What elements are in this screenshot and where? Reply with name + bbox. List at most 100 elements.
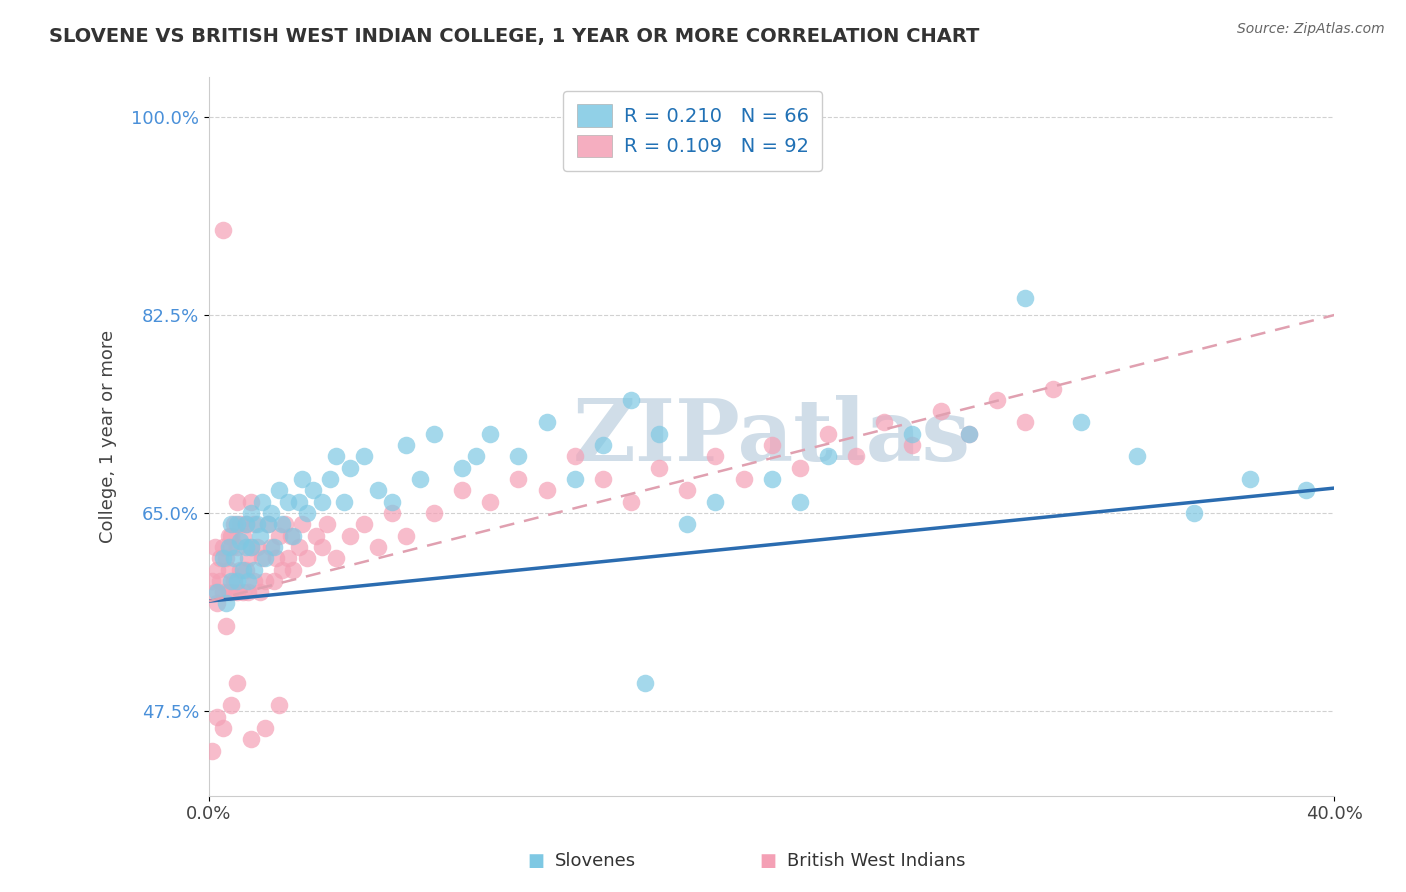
Point [218, 540, 240, 554]
Point [260, 506, 283, 520]
Point [226, 517, 249, 532]
Point [235, 562, 257, 576]
Point [339, 460, 361, 475]
Point [240, 506, 263, 520]
Point [957, 426, 980, 441]
Point [269, 483, 291, 498]
Point [263, 540, 285, 554]
Point [271, 517, 294, 532]
Point [929, 404, 952, 418]
Point [901, 438, 924, 452]
Point [901, 426, 924, 441]
Point [207, 709, 229, 723]
Point [479, 426, 502, 441]
Point [240, 540, 263, 554]
Point [240, 732, 263, 747]
Point [212, 540, 235, 554]
Text: ■: ■ [759, 852, 776, 870]
Point [212, 721, 235, 735]
Point [676, 517, 699, 532]
Point [423, 426, 446, 441]
Point [305, 528, 328, 542]
Point [226, 585, 249, 599]
Point [1070, 416, 1092, 430]
Point [235, 517, 257, 532]
Point [226, 494, 249, 508]
Point [266, 551, 288, 566]
Point [465, 450, 488, 464]
Point [254, 574, 277, 588]
Point [1239, 472, 1261, 486]
Point [274, 517, 297, 532]
Text: Source: ZipAtlas.com: Source: ZipAtlas.com [1237, 22, 1385, 37]
Point [395, 528, 418, 542]
Point [592, 438, 614, 452]
Point [238, 585, 260, 599]
Point [229, 534, 252, 549]
Point [207, 597, 229, 611]
Point [269, 528, 291, 542]
Point [209, 574, 232, 588]
Point [215, 597, 238, 611]
Point [316, 517, 339, 532]
Point [260, 540, 283, 554]
Point [232, 562, 254, 576]
Point [283, 528, 305, 542]
Point [257, 517, 280, 532]
Point [218, 585, 240, 599]
Point [201, 574, 224, 588]
Point [620, 494, 643, 508]
Point [235, 517, 257, 532]
Point [215, 619, 238, 633]
Point [235, 540, 257, 554]
Point [1042, 382, 1064, 396]
Point [311, 540, 333, 554]
Point [243, 562, 266, 576]
Point [676, 483, 699, 498]
Text: SLOVENE VS BRITISH WEST INDIAN COLLEGE, 1 YEAR OR MORE CORRELATION CHART: SLOVENE VS BRITISH WEST INDIAN COLLEGE, … [49, 27, 980, 45]
Point [283, 562, 305, 576]
Legend: R = 0.210   N = 66, R = 0.109   N = 92: R = 0.210 N = 66, R = 0.109 N = 92 [564, 91, 823, 170]
Point [957, 426, 980, 441]
Point [367, 483, 389, 498]
Point [381, 506, 404, 520]
Point [201, 743, 224, 757]
Point [325, 551, 347, 566]
Point [252, 551, 274, 566]
Point [252, 494, 274, 508]
Point [215, 551, 238, 566]
Text: ZIPatlas: ZIPatlas [572, 394, 970, 479]
Point [224, 551, 246, 566]
Point [221, 585, 243, 599]
Point [353, 450, 375, 464]
Point [280, 528, 302, 542]
Text: ■: ■ [527, 852, 544, 870]
Point [226, 540, 249, 554]
Point [1295, 483, 1317, 498]
Point [218, 562, 240, 576]
Point [479, 494, 502, 508]
Point [302, 483, 325, 498]
Point [592, 472, 614, 486]
Point [229, 517, 252, 532]
Point [817, 426, 839, 441]
Point [224, 517, 246, 532]
Point [221, 528, 243, 542]
Point [291, 517, 314, 532]
Point [291, 472, 314, 486]
Point [288, 494, 311, 508]
Point [423, 506, 446, 520]
Point [254, 551, 277, 566]
Point [508, 472, 530, 486]
Point [246, 517, 269, 532]
Point [207, 562, 229, 576]
Point [817, 450, 839, 464]
Point [243, 574, 266, 588]
Point [1182, 506, 1205, 520]
Point [221, 517, 243, 532]
Point [761, 438, 783, 452]
Point [221, 698, 243, 713]
Point [229, 562, 252, 576]
Point [232, 528, 254, 542]
Point [634, 675, 657, 690]
